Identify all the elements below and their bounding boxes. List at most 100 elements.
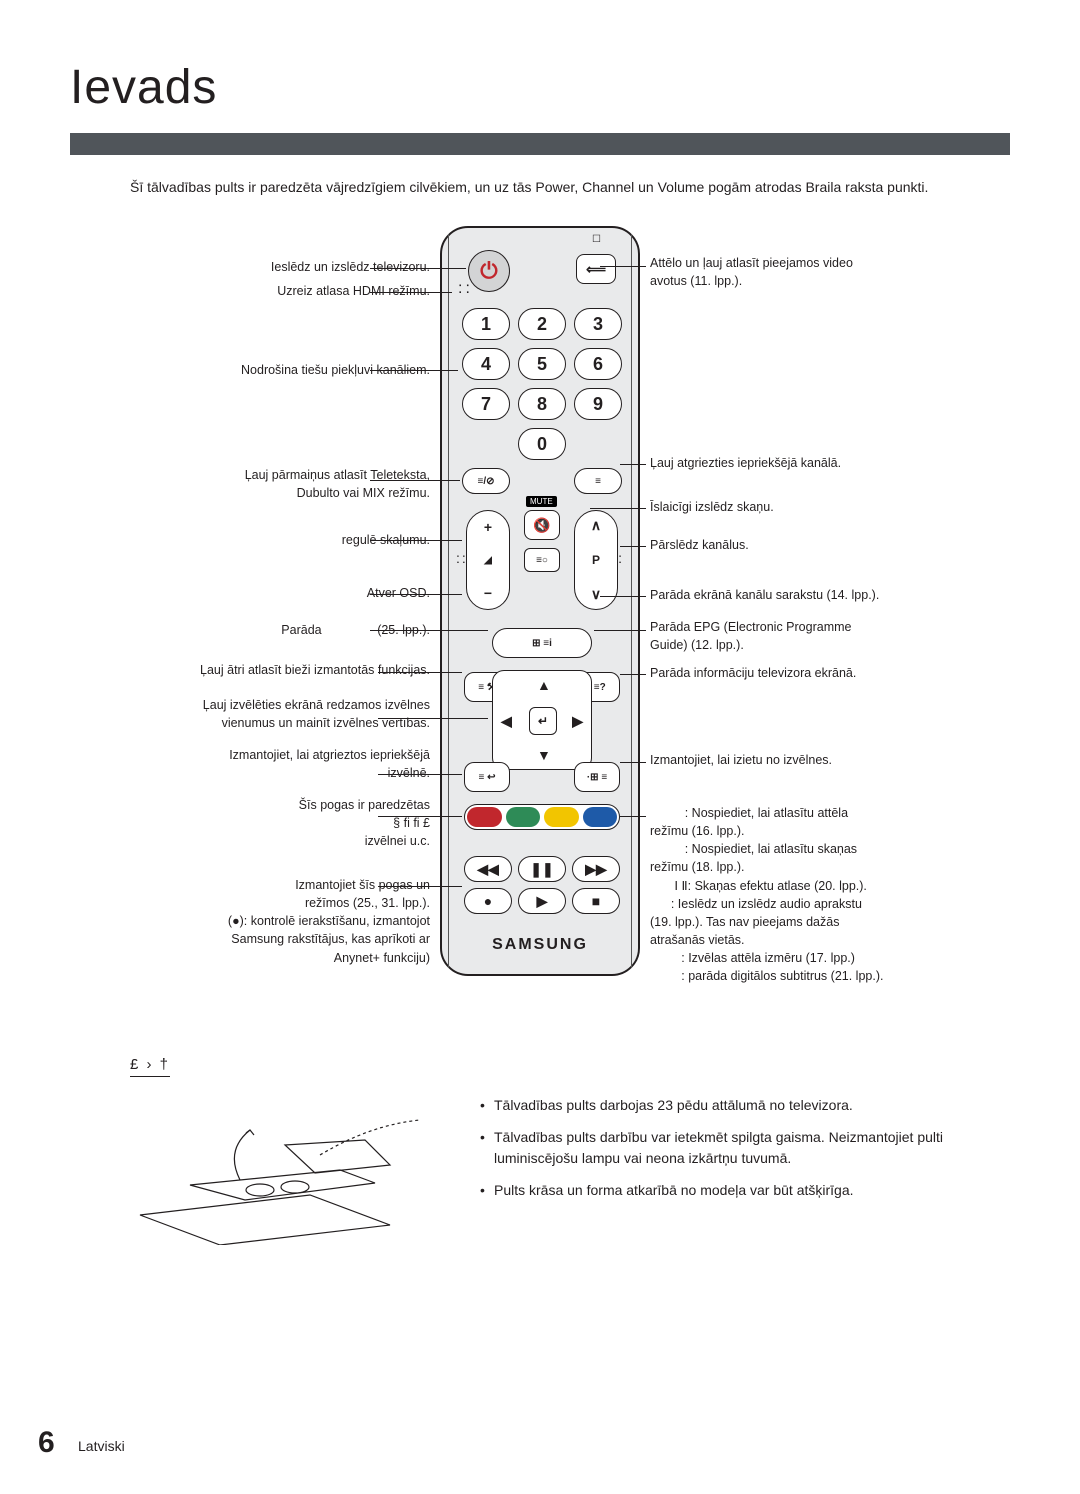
page-number: 6 — [38, 1426, 55, 1460]
dpad-down-icon: ▼ — [537, 747, 551, 763]
leader — [370, 630, 488, 631]
vol-up-icon: + — [484, 519, 492, 535]
note-item: Tālvadības pults darbojas 23 pēdu attālu… — [480, 1095, 1010, 1117]
label-epg: Parāda EPG (Electronic ProgrammeGuide) (… — [650, 618, 970, 654]
color-red[interactable] — [467, 807, 502, 827]
vol-arrow-icon: ◢ — [484, 555, 492, 566]
remote-edge-left — [448, 234, 449, 968]
return-button[interactable]: ≡ ↩ — [464, 762, 510, 792]
chlist-guide-button[interactable]: ⊞ ≡i — [492, 628, 592, 658]
dpad-ok-button[interactable]: ↵ — [529, 707, 557, 735]
exit-button[interactable]: ·⊞ ≡ — [574, 762, 620, 792]
media-ff[interactable]: ▶▶ — [572, 856, 620, 882]
leader — [378, 816, 462, 817]
leader — [378, 718, 488, 719]
num-3[interactable]: 3 — [574, 308, 622, 340]
bottom-section: Tālvadības pults darbojas 23 pēdu attālu… — [70, 1095, 1010, 1245]
num-6[interactable]: 6 — [574, 348, 622, 380]
source-button[interactable]: ⟸ — [576, 254, 616, 284]
leader — [378, 886, 462, 887]
label-func: : Nospiediet, lai atlasītu attēla režīmu… — [650, 804, 990, 985]
brand-label: SAMSUNG — [442, 936, 638, 954]
leader — [370, 594, 462, 595]
leader — [370, 540, 462, 541]
leader — [620, 674, 646, 675]
leader — [370, 268, 466, 269]
label-channel: Pārslēdz kanālus. — [650, 536, 970, 554]
label-tools: Ļauj ātri atlasīt bieži izmantotās funkc… — [130, 661, 430, 679]
color-buttons[interactable] — [464, 804, 620, 830]
leader — [620, 816, 646, 817]
leader — [370, 370, 458, 371]
indicator-icon: ☐ — [592, 234, 601, 245]
intro-text: Šī tālvadības pults ir paredzēta vājredz… — [70, 177, 1010, 198]
leader — [370, 480, 460, 481]
mute-button[interactable]: 🔇 — [524, 510, 560, 540]
page-title: Ievads — [70, 60, 1010, 115]
media-play[interactable]: ▶ — [518, 888, 566, 914]
media-rec[interactable]: ● — [464, 888, 512, 914]
leader — [378, 672, 462, 673]
battery-illustration — [130, 1095, 450, 1245]
label-exit: Izmantojiet, lai izietu no izvēlnes. — [650, 751, 970, 769]
leader — [370, 292, 452, 293]
num-5[interactable]: 5 — [518, 348, 566, 380]
channel-rocker[interactable]: ∧ P ∨ — [574, 510, 618, 610]
color-green[interactable] — [506, 807, 541, 827]
vol-down-icon: − — [484, 585, 492, 601]
ch-down-icon: ∨ — [591, 586, 601, 603]
num-8[interactable]: 8 — [518, 388, 566, 420]
num-4[interactable]: 4 — [462, 348, 510, 380]
label-chlist: Parāda ekrānā kanālu sarakstu (14. lpp.)… — [650, 586, 990, 604]
num-0[interactable]: 0 — [518, 428, 566, 460]
media-rew[interactable]: ◀◀ — [464, 856, 512, 882]
dpad[interactable]: ▲ ▼ ◀ ▶ ↵ — [492, 670, 592, 770]
media-pause[interactable]: ❚❚ — [518, 856, 566, 882]
pre-ch-button[interactable]: ≡ — [574, 468, 622, 494]
volume-rocker[interactable]: + ◢ − — [466, 510, 510, 610]
remote-edge-right — [631, 234, 632, 968]
num-2[interactable]: 2 — [518, 308, 566, 340]
label-ttx: Ļauj pārmaiņus atlasīt Teleteksta,Dubult… — [140, 466, 430, 502]
num-7[interactable]: 7 — [462, 388, 510, 420]
remote-diagram: ☐ :: ⏻ ⟸ 1 2 3 4 5 6 7 8 9 0 — [70, 226, 1010, 1006]
media-stop[interactable]: ■ — [572, 888, 620, 914]
section-title: £ › † — [130, 1056, 170, 1077]
mute-label: MUTE — [526, 496, 557, 507]
leader — [594, 630, 646, 631]
dpad-right-icon: ▶ — [572, 713, 583, 730]
mute-icon: 🔇 — [533, 517, 550, 534]
note-item: Pults krāsa un forma atkarībā no modeļa … — [480, 1180, 1010, 1202]
header-rule — [70, 133, 1010, 155]
notes-list: Tālvadības pults darbojas 23 pēdu attālu… — [480, 1095, 1010, 1212]
mid-teletext-button[interactable]: ≡○ — [524, 548, 560, 572]
num-9[interactable]: 9 — [574, 388, 622, 420]
source-icon: ⟸ — [586, 261, 606, 278]
color-yellow[interactable] — [544, 807, 579, 827]
note-item: Tālvadības pults darbību var ietekmēt sp… — [480, 1127, 1010, 1170]
number-pad: 1 2 3 4 5 6 7 8 9 0 — [462, 308, 622, 468]
leader — [620, 762, 646, 763]
leader — [590, 508, 646, 509]
label-info: Parāda informāciju televizora ekrānā. — [650, 664, 970, 682]
leader — [620, 546, 646, 547]
dpad-left-icon: ◀ — [501, 713, 512, 730]
ch-up-icon: ∧ — [591, 517, 601, 534]
ch-p-label: P — [592, 553, 600, 567]
color-blue[interactable] — [583, 807, 618, 827]
label-colors: Šīs pogas ir paredzētas § fi fi £ izvēln… — [130, 796, 430, 850]
label-source: Attēlo un ļauj atlasīt pieejamos videoav… — [650, 254, 970, 290]
label-dpad: Ļauj izvēlēties ekrānā redzamos izvēlnes… — [130, 696, 430, 732]
label-media: Izmantojiet šīs pogas un režīmos (25., 3… — [130, 876, 430, 967]
label-mute: Īslaicīgi izslēdz skaņu. — [650, 498, 970, 516]
power-icon: ⏻ — [480, 258, 497, 284]
label-prech: Ļauj atgriezties iepriekšējā kanālā. — [650, 454, 970, 472]
power-button[interactable]: ⏻ — [468, 250, 510, 292]
num-1[interactable]: 1 — [462, 308, 510, 340]
leader — [600, 596, 646, 597]
remote-body: ☐ :: ⏻ ⟸ 1 2 3 4 5 6 7 8 9 0 — [440, 226, 640, 976]
ttx-mix-button[interactable]: ≡/⊘ — [462, 468, 510, 494]
label-return: Izmantojiet, lai atgrieztos iepriekšējāi… — [130, 746, 430, 782]
leader — [600, 266, 646, 267]
page-language: Latviski — [78, 1438, 125, 1454]
